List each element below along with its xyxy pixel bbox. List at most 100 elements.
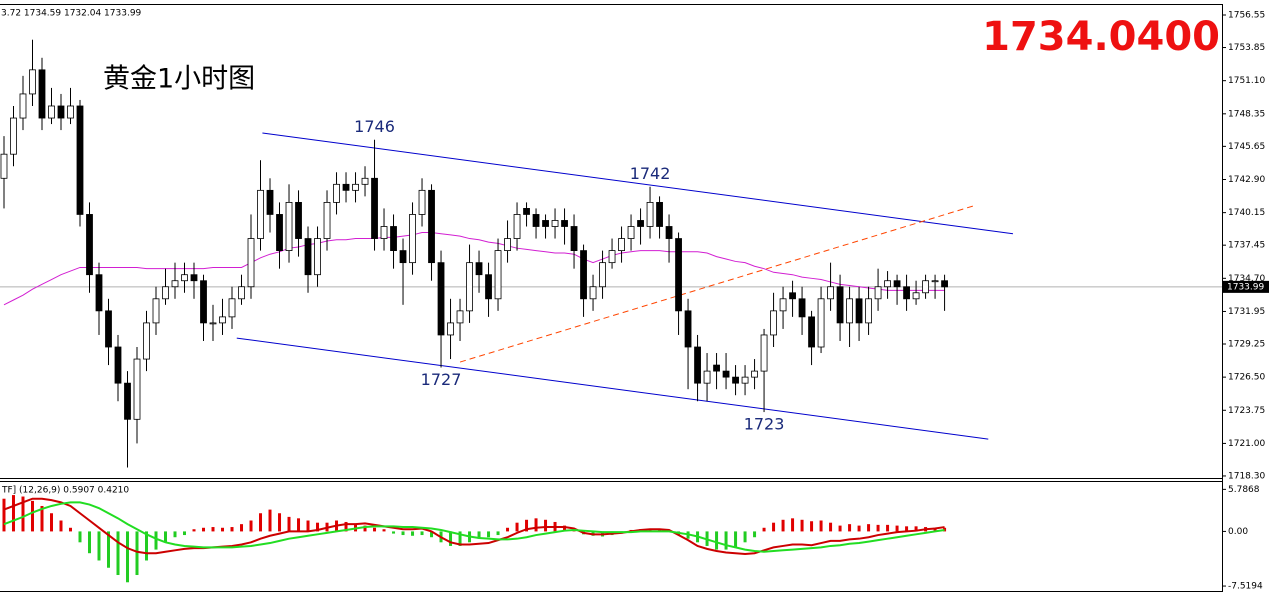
candle-body bbox=[675, 238, 682, 312]
candle-body bbox=[618, 238, 625, 251]
candle-body bbox=[276, 214, 283, 251]
candle-body bbox=[314, 238, 321, 276]
macd-histogram-bar bbox=[87, 531, 91, 554]
macd-histogram-bar bbox=[401, 531, 405, 536]
y-tick-label: 1745.65 bbox=[1228, 142, 1265, 152]
macd-histogram-bar bbox=[344, 521, 348, 532]
candle-body bbox=[684, 310, 692, 348]
candle-body bbox=[219, 316, 226, 324]
macd-histogram-bar bbox=[914, 526, 918, 532]
candle-body bbox=[181, 274, 188, 282]
candle-body bbox=[865, 298, 872, 324]
macd-histogram-bar bbox=[563, 525, 567, 532]
candle-body bbox=[580, 250, 587, 300]
y-tick-label: 1723.75 bbox=[1228, 406, 1265, 416]
macd-histogram-bar bbox=[221, 527, 225, 532]
candle-body bbox=[827, 286, 834, 300]
candle-body bbox=[171, 280, 179, 288]
candle-body bbox=[352, 183, 359, 191]
candle-body bbox=[95, 274, 103, 312]
macd-histogram-bar bbox=[886, 524, 890, 532]
trend-line bbox=[262, 132, 1014, 235]
candle-body bbox=[380, 226, 388, 239]
macd-histogram-bar bbox=[506, 527, 510, 532]
candle-body bbox=[124, 382, 131, 420]
macd-histogram-bar bbox=[373, 527, 377, 532]
macd-histogram-bar bbox=[2, 498, 6, 532]
candle-body bbox=[846, 298, 853, 324]
macd-histogram-bar bbox=[21, 496, 25, 532]
candle-body bbox=[599, 262, 606, 288]
candle-body bbox=[836, 286, 844, 324]
macd-histogram-bar bbox=[487, 531, 491, 538]
y-tick-label: 0.00 bbox=[1228, 527, 1248, 537]
macd-histogram-bar bbox=[743, 531, 747, 543]
candle-body bbox=[656, 201, 663, 227]
candle-body bbox=[466, 262, 473, 312]
macd-histogram-bar bbox=[819, 520, 823, 532]
macd-histogram-bar bbox=[800, 519, 804, 532]
candle-body bbox=[38, 69, 46, 119]
macd-histogram-bar bbox=[135, 531, 139, 576]
candle-body bbox=[390, 226, 397, 251]
candle-body bbox=[361, 177, 369, 185]
macd-histogram-bar bbox=[715, 531, 719, 550]
macd-histogram-bar bbox=[762, 527, 766, 532]
macd-histogram-bar bbox=[230, 527, 234, 532]
candle-body bbox=[789, 292, 796, 300]
macd-histogram-bar bbox=[106, 531, 110, 568]
moving-average bbox=[3, 232, 945, 306]
candle-body bbox=[637, 220, 644, 227]
last-price-box bbox=[1223, 280, 1269, 293]
macd-histogram-bar bbox=[544, 519, 548, 532]
candle-body bbox=[513, 214, 521, 239]
y-tick-label: 1718.30 bbox=[1228, 471, 1265, 481]
y-tick-label: 1753.85 bbox=[1228, 43, 1265, 53]
candle-body bbox=[418, 189, 426, 215]
annotation: 1742 bbox=[630, 164, 671, 183]
candle-body bbox=[456, 310, 464, 324]
macd-histogram-bar bbox=[895, 525, 899, 532]
candle-body bbox=[504, 238, 511, 251]
macd-histogram-bar bbox=[943, 527, 947, 532]
candle-body bbox=[29, 69, 36, 95]
macd-histogram-bar bbox=[59, 520, 63, 532]
macd-histogram-bar bbox=[810, 521, 814, 532]
annotation: 1727 bbox=[421, 370, 462, 389]
candle-body bbox=[770, 310, 777, 336]
macd-histogram-bar bbox=[116, 531, 120, 576]
macd-histogram-bar bbox=[297, 518, 301, 532]
candle-body bbox=[912, 292, 920, 300]
candle-body bbox=[855, 298, 863, 324]
price-display: 1734.0400 bbox=[982, 14, 1220, 60]
candle-body bbox=[542, 220, 549, 227]
candle-body bbox=[532, 214, 540, 227]
candle-body bbox=[105, 310, 112, 348]
macd-histogram-bar bbox=[905, 526, 909, 532]
macd-histogram-bar bbox=[515, 522, 519, 532]
macd-histogram-bar bbox=[202, 527, 206, 532]
candle-body bbox=[608, 250, 616, 264]
candle-body bbox=[922, 280, 929, 294]
macd-histogram-bar bbox=[933, 527, 937, 532]
macd-histogram-bar bbox=[734, 531, 738, 548]
macd-histogram-bar bbox=[306, 520, 310, 532]
candle-body bbox=[67, 105, 74, 119]
macd-histogram-bar bbox=[49, 513, 53, 532]
macd-histogram-bar bbox=[477, 531, 481, 539]
macd-histogram-bar bbox=[753, 531, 757, 538]
candle-body bbox=[694, 346, 701, 384]
y-tick-label: 1726.50 bbox=[1228, 373, 1265, 383]
macd-histogram-bar bbox=[430, 531, 434, 538]
candle-body bbox=[285, 201, 293, 251]
candle-body bbox=[86, 214, 93, 276]
candle-body bbox=[399, 250, 407, 264]
candle-body bbox=[152, 298, 160, 324]
candle-body bbox=[722, 370, 730, 378]
macd-histogram-bar bbox=[11, 495, 15, 532]
macd-histogram-bar bbox=[40, 505, 44, 532]
macd-histogram-bar bbox=[724, 531, 728, 550]
candle-body bbox=[561, 220, 568, 227]
macd-histogram-bar bbox=[857, 525, 861, 532]
